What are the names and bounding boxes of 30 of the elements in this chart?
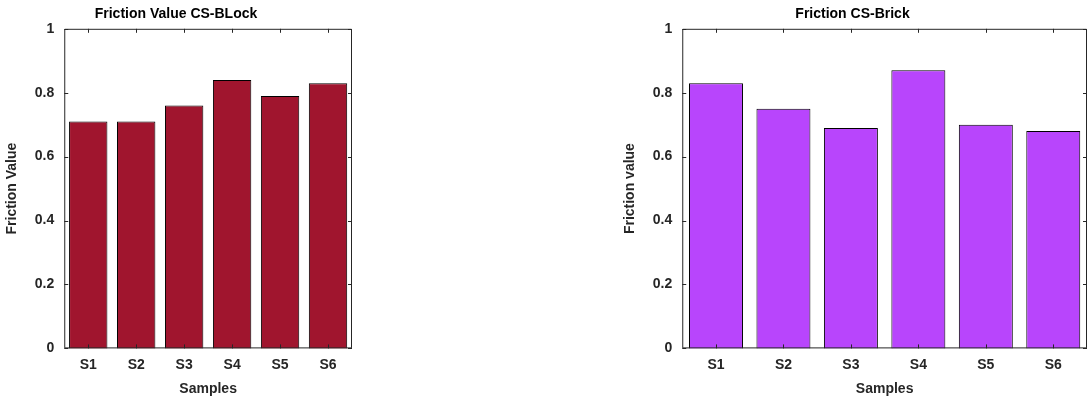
y-tick-label: 0.8	[34, 83, 55, 100]
y-tick-label: 1	[664, 19, 673, 36]
chart-title: Friction Value CS-BLock	[94, 5, 258, 22]
x-tick-label: S5	[271, 355, 289, 372]
x-tick-label: S1	[707, 355, 725, 372]
x-tick-label: S3	[842, 355, 860, 372]
x-axis-title: Samples	[855, 380, 914, 397]
x-tick-label: S6	[319, 355, 337, 372]
x-tick-label: S3	[175, 355, 193, 372]
y-axis-title: Friction Value	[3, 142, 20, 235]
y-tick-label: 0.6	[652, 147, 673, 164]
x-tick-label: S2	[127, 355, 145, 372]
y-tick-label: 0.2	[652, 275, 673, 292]
chart-title: Friction CS-Brick	[795, 5, 910, 22]
y-tick-label: 0.6	[34, 147, 55, 164]
x-tick-label: S4	[909, 355, 928, 372]
x-tick-label: S1	[79, 355, 98, 372]
y-tick-label: 1	[46, 19, 55, 36]
y-tick-label: 0	[46, 339, 55, 356]
y-tick-label: 0	[664, 339, 673, 356]
y-axis-title: Friction value	[621, 142, 638, 235]
x-axis-title: Samples	[179, 380, 238, 397]
x-tick-label: S6	[1044, 355, 1063, 372]
y-tick-label: 0.4	[652, 211, 673, 228]
x-tick-label: S2	[774, 355, 793, 372]
x-tick-label: S5	[977, 355, 995, 372]
y-tick-label: 0.4	[34, 211, 55, 228]
x-tick-label: S4	[223, 355, 241, 372]
y-tick-label: 0.2	[34, 275, 55, 292]
y-tick-label: 0.8	[652, 83, 673, 100]
